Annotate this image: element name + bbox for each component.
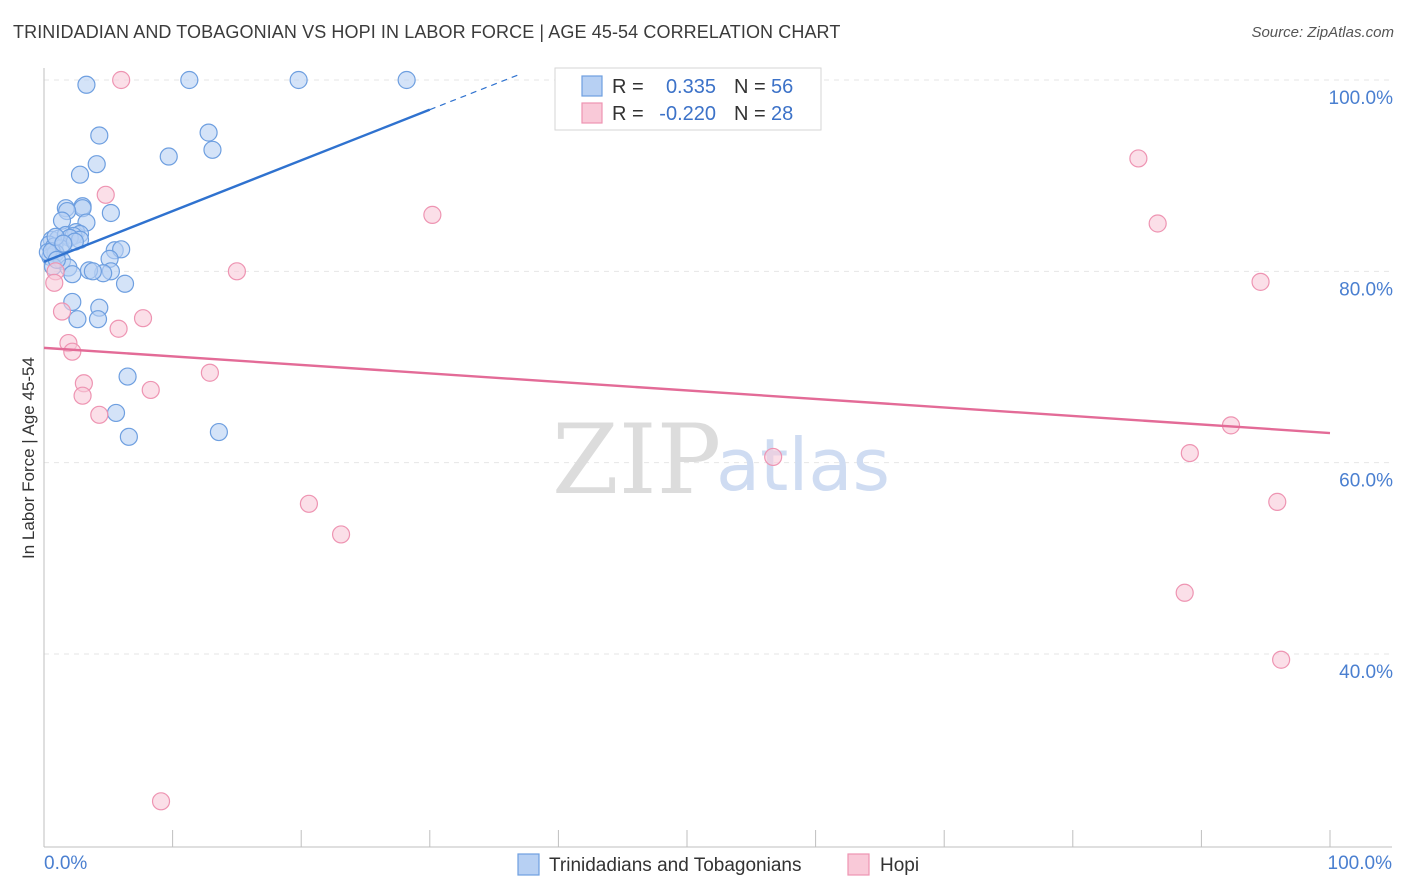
- data-point: [106, 403, 126, 423]
- legend-r-label-blue: R =: [612, 76, 644, 98]
- x-tick-label-min: 0.0%: [44, 853, 87, 874]
- data-point: [133, 309, 153, 328]
- data-point: [88, 310, 108, 329]
- data-point: [45, 273, 64, 292]
- data-point: [96, 185, 115, 204]
- data-point: [63, 265, 82, 284]
- watermark-atlas: atlas: [716, 423, 890, 507]
- data-point: [227, 262, 246, 281]
- legend-r-value-pink: -0.220: [659, 103, 716, 125]
- data-point: [68, 310, 87, 329]
- grid-lines: [44, 79, 1392, 655]
- data-point: [299, 494, 319, 513]
- data-point: [203, 140, 222, 159]
- legend-n-label-blue: N =: [734, 76, 766, 98]
- data-point: [118, 367, 137, 386]
- trend-line-blue: [43, 108, 431, 263]
- legend-n-label-pink: N =: [734, 103, 766, 125]
- y-axis-label: In Labor Force | Age 45-54: [19, 357, 38, 559]
- data-point: [1129, 149, 1148, 168]
- axes: [43, 68, 1392, 848]
- data-point: [151, 792, 171, 811]
- series-legend: Trinidadians and Tobagonians Hopi: [517, 853, 919, 876]
- legend-r-value-blue: 0.335: [666, 76, 716, 98]
- data-point: [112, 70, 131, 90]
- legend-n-value-blue: 56: [771, 76, 793, 98]
- legend-swatch-pink: [581, 102, 603, 124]
- data-point: [199, 123, 218, 142]
- data-point: [90, 126, 109, 145]
- y-tick-label: 40.0%: [1339, 662, 1393, 683]
- data-point: [90, 405, 109, 424]
- data-point: [109, 319, 128, 338]
- data-point: [423, 205, 442, 224]
- bottom-legend-swatch-blue: [517, 853, 540, 876]
- data-point: [1148, 214, 1167, 233]
- data-point: [1175, 583, 1194, 602]
- bottom-legend-swatch-pink: [847, 853, 870, 876]
- data-point: [83, 262, 102, 281]
- data-point: [119, 427, 138, 446]
- trend-line-extension-blue: [429, 73, 521, 111]
- trend-line-pink: [43, 346, 1331, 435]
- y-tick-label: 100.0%: [1329, 88, 1394, 109]
- watermark-zip: ZIP: [552, 404, 721, 516]
- y-tick-label: 80.0%: [1339, 279, 1393, 300]
- source-label: Source: ZipAtlas.com: [1251, 24, 1394, 41]
- data-point: [54, 234, 73, 253]
- y-tick-label: 60.0%: [1339, 471, 1393, 492]
- data-point: [159, 147, 178, 166]
- data-point: [52, 302, 72, 321]
- data-point: [1180, 444, 1199, 463]
- correlation-legend: R = 0.335 N = 56 R = -0.220 N = 28: [554, 67, 822, 131]
- data-point: [115, 274, 135, 293]
- chart-title: TRINIDADIAN AND TOBAGONIAN VS HOPI IN LA…: [13, 22, 841, 42]
- bottom-legend-label-blue: Trinidadians and Tobagonians: [549, 855, 801, 876]
- y-tick-labels: 40.0% 60.0% 80.0% 100.0%: [1329, 88, 1394, 683]
- data-point: [289, 70, 308, 90]
- series-hopi-points: [45, 70, 1291, 811]
- trend-lines: [43, 73, 1331, 435]
- data-point: [200, 363, 219, 382]
- data-point: [1272, 650, 1291, 669]
- data-point: [70, 165, 90, 184]
- data-point: [87, 155, 106, 174]
- bottom-legend-label-pink: Hopi: [880, 855, 919, 876]
- data-point: [63, 342, 82, 361]
- data-point: [101, 203, 120, 223]
- data-point: [764, 447, 783, 467]
- data-point: [73, 386, 92, 405]
- data-point: [180, 70, 199, 90]
- legend-n-value-pink: 28: [771, 103, 793, 125]
- data-point: [331, 525, 351, 544]
- x-tick-marks: [43, 830, 1331, 847]
- watermark: ZIP atlas: [552, 404, 890, 516]
- data-point: [1251, 272, 1270, 291]
- series-trinidadians-points: [38, 70, 416, 446]
- data-point: [397, 70, 416, 90]
- data-point: [1268, 492, 1287, 511]
- data-point: [77, 75, 96, 94]
- data-point: [141, 380, 160, 400]
- legend-swatch-blue: [581, 75, 603, 97]
- legend-r-label-pink: R =: [612, 103, 644, 125]
- x-tick-label-max: 100.0%: [1328, 853, 1393, 874]
- data-point: [209, 422, 228, 442]
